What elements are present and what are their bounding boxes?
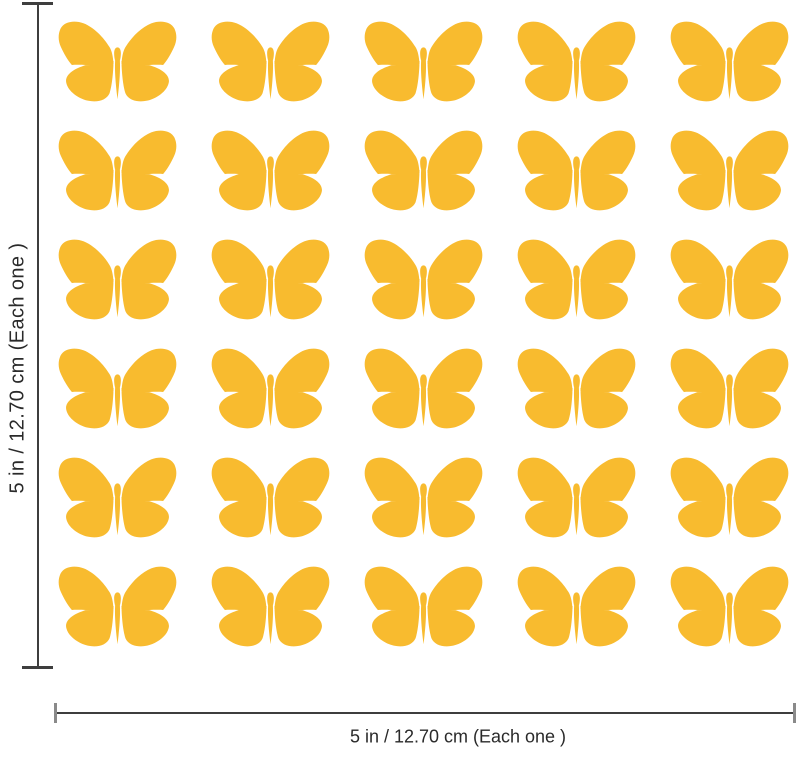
butterfly-icon [57, 238, 178, 321]
butterfly-decal [669, 456, 790, 539]
horizontal-dimension-line [55, 712, 796, 714]
butterfly-decal [57, 347, 178, 430]
butterfly-icon [57, 456, 178, 539]
butterfly-icon [57, 20, 178, 103]
butterfly-decal [57, 238, 178, 321]
butterfly-icon [516, 347, 637, 430]
butterfly-decal [516, 238, 637, 321]
butterfly-icon [669, 20, 790, 103]
butterfly-decal [210, 456, 331, 539]
butterfly-icon [363, 347, 484, 430]
butterfly-icon [363, 20, 484, 103]
butterfly-icon [210, 456, 331, 539]
vertical-dimension-line [37, 3, 39, 669]
horizontal-dimension-cap-right [793, 703, 796, 723]
butterfly-icon [669, 456, 790, 539]
butterfly-decal [669, 20, 790, 103]
butterfly-decal [57, 129, 178, 212]
butterfly-decal [363, 129, 484, 212]
butterfly-icon [210, 565, 331, 648]
butterfly-decal [516, 565, 637, 648]
butterfly-decal [516, 20, 637, 103]
butterfly-decal [210, 565, 331, 648]
butterfly-icon [516, 456, 637, 539]
butterfly-icon [516, 565, 637, 648]
butterfly-icon [669, 238, 790, 321]
butterfly-decal [363, 565, 484, 648]
butterfly-icon [669, 347, 790, 430]
vertical-dimension-cap-bottom [22, 666, 53, 669]
butterfly-icon [669, 565, 790, 648]
butterfly-decal [210, 238, 331, 321]
butterfly-decal [57, 20, 178, 103]
butterfly-icon [57, 129, 178, 212]
butterfly-icon [363, 565, 484, 648]
vertical-dimension-cap-top [22, 2, 53, 5]
butterfly-decal [210, 347, 331, 430]
butterfly-icon [363, 238, 484, 321]
butterfly-decal [516, 456, 637, 539]
butterfly-icon [516, 129, 637, 212]
butterfly-icon [57, 347, 178, 430]
butterfly-icon [210, 20, 331, 103]
butterfly-decal [516, 347, 637, 430]
butterfly-icon [363, 129, 484, 212]
butterfly-decal [516, 129, 637, 212]
butterfly-decal [363, 347, 484, 430]
butterfly-decal [669, 347, 790, 430]
vertical-dimension-label: 5 in / 12.70 cm (Each one ) [6, 242, 29, 494]
butterfly-decal [363, 20, 484, 103]
butterfly-icon [210, 347, 331, 430]
butterfly-icon [516, 238, 637, 321]
butterfly-decal [210, 129, 331, 212]
butterfly-decal [363, 456, 484, 539]
butterfly-decal [210, 20, 331, 103]
butterfly-decal [363, 238, 484, 321]
butterfly-decal [669, 238, 790, 321]
butterfly-decal [57, 565, 178, 648]
butterfly-decal [669, 129, 790, 212]
butterfly-decal [57, 456, 178, 539]
butterfly-icon [516, 20, 637, 103]
butterfly-grid [57, 20, 790, 648]
butterfly-icon [57, 565, 178, 648]
butterfly-decal [669, 565, 790, 648]
horizontal-dimension-label: 5 in / 12.70 cm (Each one ) [349, 726, 567, 747]
butterfly-icon [210, 129, 331, 212]
butterfly-icon [210, 238, 331, 321]
butterfly-icon [669, 129, 790, 212]
horizontal-dimension-cap-left [54, 703, 57, 723]
butterfly-icon [363, 456, 484, 539]
